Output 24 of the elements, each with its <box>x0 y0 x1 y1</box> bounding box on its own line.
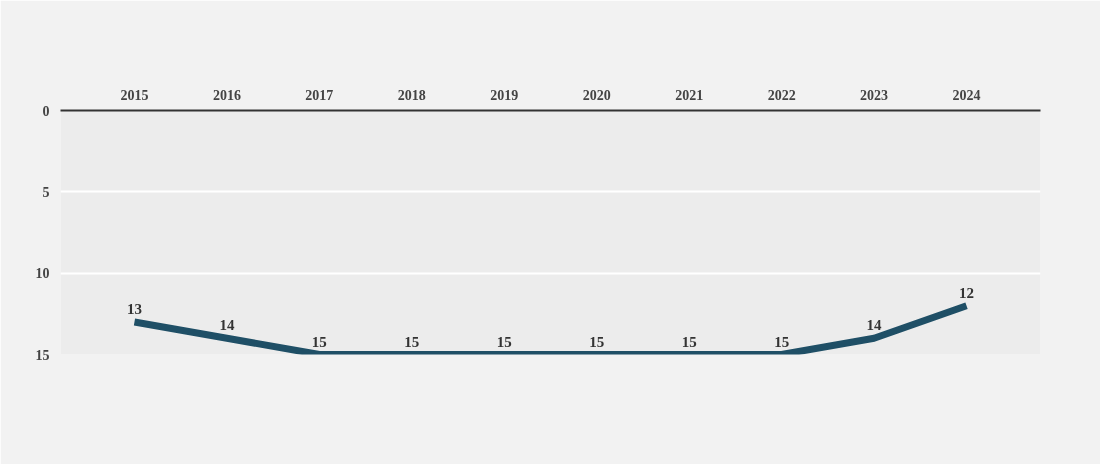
y-tick-label: 15 <box>35 347 50 363</box>
x-tick-label: 2016 <box>212 87 241 103</box>
data-label: 12 <box>959 284 975 301</box>
x-tick-label: 2021 <box>675 87 704 103</box>
x-tick-label: 2018 <box>397 87 426 103</box>
x-tick-label: 2019 <box>490 87 519 103</box>
data-label: 15 <box>311 333 327 350</box>
x-tick-label: 2023 <box>860 87 889 103</box>
data-label: 15 <box>774 333 790 350</box>
data-label: 14 <box>219 317 235 334</box>
y-tick-label: 5 <box>42 184 50 200</box>
data-label: 15 <box>496 333 512 350</box>
y-tick-label: 0 <box>42 103 50 119</box>
data-label: 15 <box>589 333 605 350</box>
x-tick-label: 2017 <box>305 87 334 103</box>
data-label: 15 <box>404 333 420 350</box>
x-tick-label: 2020 <box>582 87 611 103</box>
data-label: 15 <box>681 333 697 350</box>
y-tick-label: 10 <box>35 266 50 282</box>
x-tick-label: 2015 <box>120 87 149 103</box>
data-label: 14 <box>866 317 883 334</box>
x-tick-label: 2022 <box>767 87 796 103</box>
x-tick-label: 2024 <box>952 87 981 103</box>
data-label: 13 <box>126 300 142 317</box>
